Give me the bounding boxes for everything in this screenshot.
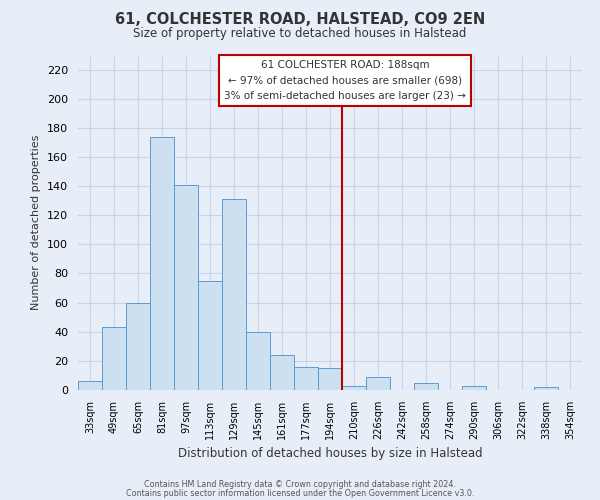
Bar [78, 382, 102, 390]
Bar [102, 328, 126, 390]
X-axis label: Distribution of detached houses by size in Halstead: Distribution of detached houses by size … [178, 448, 482, 460]
Text: Contains public sector information licensed under the Open Government Licence v3: Contains public sector information licen… [126, 488, 474, 498]
Bar [222, 199, 246, 390]
Text: 61 COLCHESTER ROAD: 188sqm
← 97% of detached houses are smaller (698)
3% of semi: 61 COLCHESTER ROAD: 188sqm ← 97% of deta… [224, 60, 466, 101]
Bar [150, 136, 174, 390]
Bar [126, 302, 150, 390]
Text: Contains HM Land Registry data © Crown copyright and database right 2024.: Contains HM Land Registry data © Crown c… [144, 480, 456, 489]
Bar [366, 377, 390, 390]
Bar [294, 366, 318, 390]
Bar [342, 386, 366, 390]
Bar [414, 382, 438, 390]
Text: Size of property relative to detached houses in Halstead: Size of property relative to detached ho… [133, 28, 467, 40]
Bar [270, 355, 294, 390]
Bar [198, 281, 222, 390]
Bar [462, 386, 486, 390]
Y-axis label: Number of detached properties: Number of detached properties [31, 135, 41, 310]
Bar [174, 184, 198, 390]
Bar [534, 387, 558, 390]
Bar [246, 332, 270, 390]
Text: 61, COLCHESTER ROAD, HALSTEAD, CO9 2EN: 61, COLCHESTER ROAD, HALSTEAD, CO9 2EN [115, 12, 485, 28]
Bar [318, 368, 342, 390]
